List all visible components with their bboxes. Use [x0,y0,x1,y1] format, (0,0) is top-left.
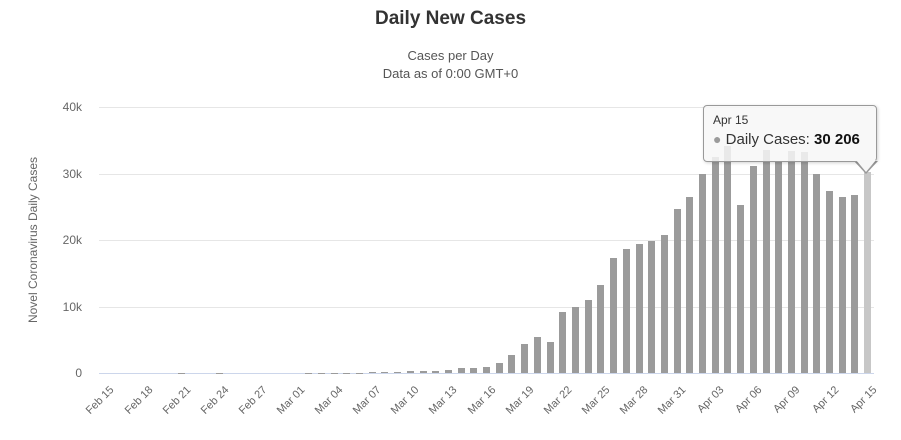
x-axis-label: Apr 15 [847,384,880,416]
x-axis-label: Feb 21 [160,384,194,417]
gridline [99,306,874,308]
x-axis-label: Mar 19 [503,384,537,417]
tooltip: Apr 15 ● Daily Cases: 30 206 [703,105,877,162]
bar-mar-25[interactable] [597,284,605,373]
x-axis-label: Mar 31 [655,384,689,417]
x-axis-label: Mar 04 [312,384,346,417]
bar-mar-22[interactable] [559,312,567,373]
x-axis-label: Feb 18 [122,384,155,417]
x-axis-line [99,373,874,374]
bar-apr-07[interactable] [762,149,770,373]
y-axis-label: 40k [62,100,82,114]
bar-mar-30[interactable] [660,235,668,373]
x-axis-label: Mar 07 [350,384,384,417]
series-bullet-icon: ● [713,131,722,147]
bar-mar-12[interactable] [432,370,440,373]
bar-mar-21[interactable] [546,341,554,373]
x-axis-label: Mar 01 [274,384,308,417]
x-axis-label: Apr 06 [733,384,765,416]
bar-mar-11[interactable] [419,371,427,373]
bar-apr-15[interactable] [864,172,872,373]
bar-mar-26[interactable] [610,257,617,373]
x-axis-label: Mar 13 [427,384,460,417]
bar-mar-29[interactable] [648,240,656,373]
x-axis-label: Mar 16 [465,384,498,417]
chart-title: Daily New Cases [374,8,527,29]
bar-apr-02[interactable] [699,174,706,373]
x-axis-label: Feb 15 [84,384,117,417]
y-axis-label: 20k [62,233,82,247]
bar-apr-08[interactable] [775,160,783,373]
x-axis-label: Mar 22 [541,384,575,417]
bar-apr-04[interactable] [724,145,732,373]
chart-subtitle-line1: Cases per Day [407,48,494,63]
bar-mar-13[interactable] [444,369,452,373]
x-axis-label: Mar 10 [389,384,422,417]
x-axis-label: Mar 28 [617,384,651,417]
bar-apr-12[interactable] [826,191,833,373]
bar-apr-14[interactable] [851,194,859,373]
gridline [99,173,874,175]
bar-mar-15[interactable] [470,367,478,373]
bar-apr-03[interactable] [711,156,719,373]
x-axis-label: Mar 25 [579,384,613,417]
bar-mar-10[interactable] [406,371,414,373]
bar-mar-27[interactable] [622,249,630,373]
bar-mar-07[interactable] [368,372,376,373]
bar-mar-16[interactable] [483,367,490,373]
y-axis-label: 30k [62,166,82,181]
bar-mar-24[interactable] [584,299,592,373]
bar-apr-11[interactable] [813,173,821,373]
bar-mar-17[interactable] [495,363,503,373]
tooltip-value: 30 206 [814,131,860,148]
bar-apr-06[interactable] [749,166,757,373]
bar-mar-23[interactable] [571,306,579,373]
gridline [99,107,874,108]
gridline [99,240,874,241]
bar-mar-18[interactable] [508,354,516,373]
bar-mar-20[interactable] [533,337,541,373]
bar-mar-28[interactable] [635,243,643,373]
chart-subtitle-line2: Data as of 0:00 GMT+0 [382,66,519,81]
tooltip-series-label: Daily Cases: [725,131,810,148]
bar-mar-09[interactable] [394,372,402,373]
x-axis-label: Apr 09 [771,384,803,416]
bar-apr-10[interactable] [800,151,808,373]
bar-apr-01[interactable] [686,197,694,373]
bar-mar-19[interactable] [521,344,529,373]
y-axis-label: 10k [62,299,82,314]
bar-apr-13[interactable] [838,196,846,373]
x-axis-label: Feb 24 [198,384,232,417]
tooltip-date: Apr 15 [713,113,749,127]
y-axis-label: 0 [75,366,82,380]
x-axis-label: Feb 27 [236,384,270,417]
bar-apr-09[interactable] [787,150,795,373]
bar-mar-31[interactable] [673,208,681,373]
x-axis-label: Apr 12 [809,384,841,416]
tooltip-series-line: ● Daily Cases: 30 206 [713,131,876,148]
bar-apr-05[interactable] [737,204,745,373]
bar-mar-08[interactable] [381,372,389,373]
tooltip-arrow [856,160,876,172]
x-axis-label: Apr 03 [695,384,727,416]
bar-mar-14[interactable] [457,367,465,373]
